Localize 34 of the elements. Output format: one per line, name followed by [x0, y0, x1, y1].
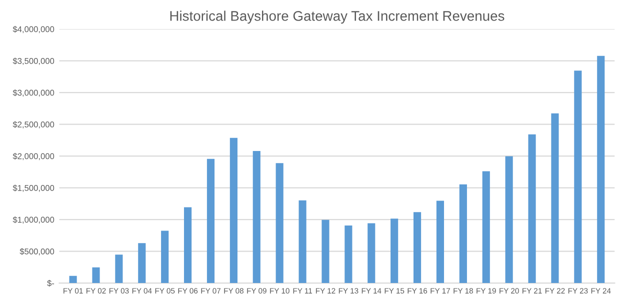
bar [230, 138, 238, 284]
bar [161, 230, 169, 284]
y-tick-label: $1,000,000 [12, 216, 54, 224]
bar [69, 276, 77, 284]
bar [551, 113, 559, 284]
y-tick-label: $1,500,000 [12, 184, 54, 192]
bar [528, 134, 536, 284]
bar [344, 226, 352, 284]
bar [115, 254, 123, 284]
bar [390, 218, 398, 284]
y-tick-label: $- [47, 280, 54, 287]
bar [574, 70, 582, 284]
bar [184, 207, 192, 284]
bar [206, 158, 215, 284]
y-tick-label: $3,000,000 [12, 89, 54, 97]
bar [298, 200, 306, 284]
y-tick-label: $4,000,000 [12, 26, 54, 34]
bar [436, 200, 444, 284]
y-tick-label: $2,000,000 [12, 152, 54, 160]
y-tick-label: $500,000 [20, 248, 54, 256]
bar [138, 243, 146, 284]
bar [597, 56, 605, 284]
bar [252, 150, 260, 284]
bar [322, 220, 330, 284]
bar [368, 223, 376, 284]
bar [459, 184, 467, 284]
bar [482, 171, 490, 284]
bar [92, 267, 100, 284]
bar [413, 212, 422, 284]
y-tick-label: $3,500,000 [12, 58, 54, 65]
bar [505, 156, 513, 284]
chart-title: Historical Bayshore Gateway Tax Increment Revenues [170, 10, 504, 24]
bar [276, 163, 284, 284]
y-tick-label: $2,500,000 [12, 121, 54, 128]
